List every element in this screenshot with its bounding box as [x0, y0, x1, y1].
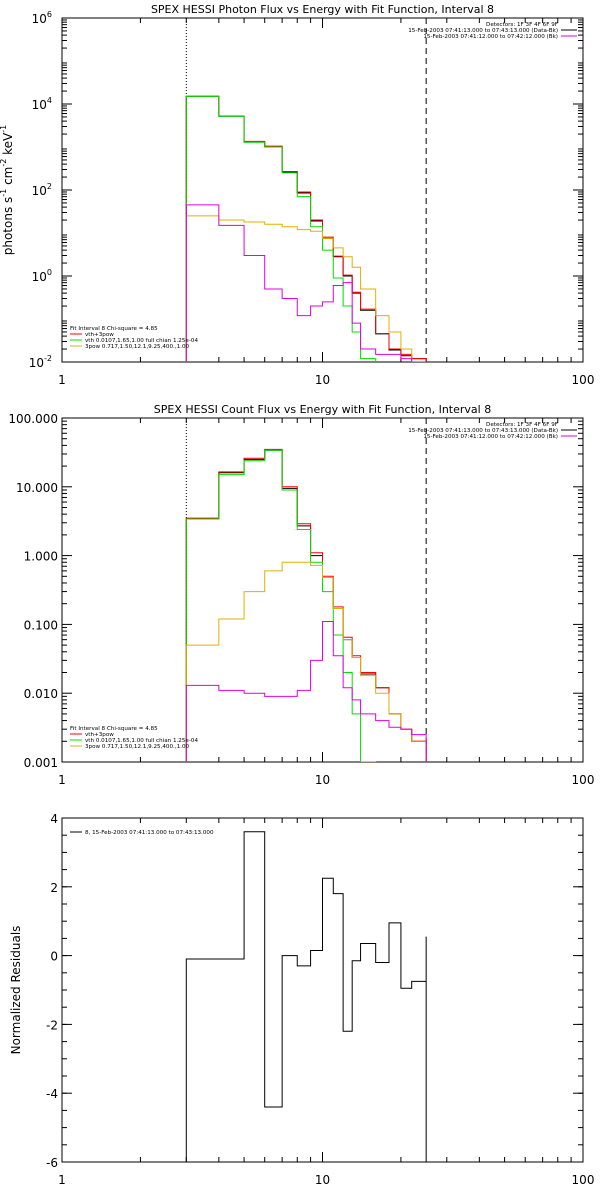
- series-line: [185, 204, 427, 362]
- legend-label: 3pow 0.717,1.50,12.1,9.25,400.,1.00: [85, 344, 190, 350]
- y-tick-base: 10: [32, 12, 47, 26]
- plot-frame: [61, 817, 584, 1163]
- y-tick-label: 2: [50, 881, 58, 895]
- series-line: [185, 449, 427, 762]
- y-tick-label: 10-2: [29, 354, 52, 370]
- y-tick-label: 0.010: [24, 687, 58, 701]
- y-axis-label-part: cm: [1, 167, 15, 189]
- y-tick-label: -6: [46, 1156, 58, 1170]
- y-tick-base: 10: [32, 98, 47, 112]
- y-axis-label-exponent: -1: [0, 189, 8, 197]
- x-tick-label: 1: [58, 373, 66, 387]
- plot-frame: [61, 17, 584, 363]
- series-line: [185, 621, 427, 762]
- y-tick-label: 0.100: [24, 618, 58, 632]
- y-tick-label: 100.000: [8, 412, 58, 426]
- legend-label: vth+3pow: [85, 732, 114, 738]
- x-tick-label: 100: [572, 373, 595, 387]
- y-tick-exponent: 0: [47, 268, 52, 277]
- y-tick-label: 106: [32, 10, 52, 26]
- y-tick-label: -4: [46, 1087, 58, 1101]
- chart-panel-2: SPEX HESSI Count Flux vs Energy with Fit…: [8, 403, 595, 787]
- y-axis-label-part: keV: [1, 132, 15, 159]
- series-line: [185, 561, 427, 762]
- info-line: 15-Feb-2003 07:41:12.000 to 07:42:12.000…: [423, 34, 558, 40]
- chart-panel-1: SPEX HESSI Photon Flux vs Energy with Fi…: [0, 3, 595, 387]
- series-line: [185, 831, 427, 1162]
- x-tick-label: 10: [315, 1173, 330, 1187]
- legend-header: Fit Interval 8 Chi-square = 4.85: [70, 326, 158, 332]
- y-axis-label-exponent: -1: [0, 125, 8, 133]
- series-line: [185, 215, 427, 362]
- y-tick-label: -2: [46, 1018, 58, 1032]
- info-line: 15-Feb-2003 07:41:13.000 to 07:43:13.000…: [408, 428, 558, 434]
- series-line: [185, 95, 427, 362]
- legend-label: vth+3pow: [85, 332, 114, 338]
- y-tick-label: 102: [32, 182, 52, 198]
- x-tick-label: 10: [315, 773, 330, 787]
- legend-label: vth 0.0107,1.65,1.00 full chian 1.25e-04: [85, 338, 198, 344]
- y-tick-label: 4: [50, 812, 58, 826]
- y-axis-label-exponent: -2: [0, 159, 8, 167]
- y-tick-exponent: 2: [47, 182, 52, 191]
- y-tick-exponent: 6: [47, 10, 52, 19]
- x-tick-label: 100: [572, 1173, 595, 1187]
- info-line: 15-Feb-2003 07:41:12.000 to 07:42:12.000…: [423, 434, 558, 440]
- info-line: Detectors: 1F 3F 4F 6F 9F: [486, 422, 558, 428]
- series-line: [185, 449, 427, 762]
- x-tick-label: 1: [58, 773, 66, 787]
- chart-title: SPEX HESSI Count Flux vs Energy with Fit…: [154, 403, 491, 416]
- info-line: 15-Feb-2003 07:41:13.000 to 07:43:13.000…: [408, 28, 558, 34]
- y-tick-base: 10: [32, 184, 47, 198]
- legend-label: vth 0.0107,1.65,1.00 full chian 1.25e-04: [85, 738, 198, 744]
- y-tick-label: 1.000: [24, 550, 58, 564]
- y-tick-label: 10.000: [16, 481, 58, 495]
- x-tick-label: 1: [58, 1173, 66, 1187]
- legend-label: 3pow 0.717,1.50,12.1,9.25,400.,1.00: [85, 744, 190, 750]
- y-tick-base: 10: [29, 356, 44, 370]
- x-tick-label: 10: [315, 373, 330, 387]
- series-line: [185, 448, 427, 762]
- y-tick-label: 0: [50, 950, 58, 964]
- y-tick-exponent: 4: [47, 96, 52, 105]
- y-tick-base: 10: [32, 270, 47, 284]
- y-axis-label: Normalized Residuals: [9, 926, 23, 1055]
- y-tick-label: 0.001: [24, 756, 58, 770]
- x-tick-label: 100: [572, 773, 595, 787]
- info-line: Detectors: 1F 3F 4F 6F 9F: [486, 22, 558, 28]
- legend-header: Fit Interval 8 Chi-square = 4.85: [70, 726, 158, 732]
- chart-panel-3: 1 10 100 -6 -4 -2 0 2 4 Normalized Residuals 8, 15…: [9, 812, 594, 1187]
- legend-label: 8, 15-Feb-2003 07:41:13.000 to 07:43:13.…: [85, 830, 214, 836]
- y-tick-exponent: -2: [44, 354, 52, 363]
- chart-title: SPEX HESSI Photon Flux vs Energy with Fi…: [151, 3, 494, 16]
- y-axis-label-part: photons s: [1, 197, 15, 256]
- y-tick-label: 104: [32, 96, 52, 112]
- y-tick-label: 100: [32, 268, 52, 284]
- y-axis-label: photons s-1 cm-2 keV-1: [0, 125, 15, 256]
